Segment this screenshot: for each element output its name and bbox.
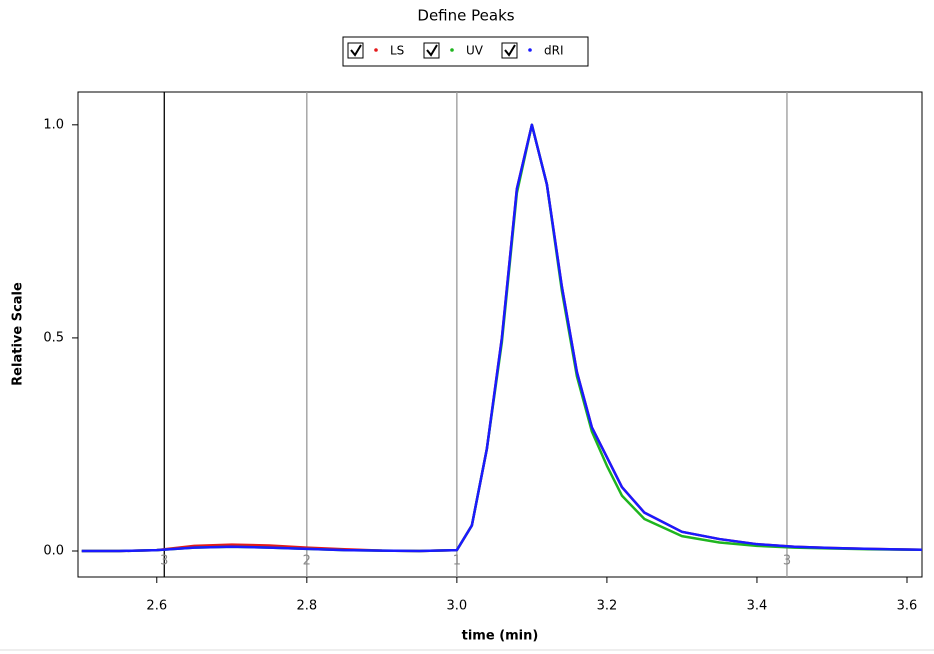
x-tick-label: 3.0	[447, 599, 468, 614]
peak-marker-label: 2	[303, 554, 311, 569]
legend-label: UV	[466, 44, 484, 58]
checkmark	[350, 44, 362, 57]
x-tick-label: 3.2	[597, 599, 618, 614]
y-tick-label: 0.5	[43, 330, 64, 345]
y-axis-label: Relative Scale	[11, 282, 26, 386]
peak-marker-label: 3	[160, 554, 168, 569]
chart-title: Define Peaks	[417, 7, 514, 25]
legend-label: LS	[390, 44, 404, 58]
y-tick-label: 1.0	[43, 117, 64, 132]
legend-swatch	[450, 48, 454, 52]
peak-marker-label: 3	[783, 554, 791, 569]
x-tick-label: 3.6	[897, 599, 918, 614]
legend-label: dRI	[544, 44, 564, 58]
x-tick-label: 3.4	[747, 599, 768, 614]
x-tick-label: 2.6	[146, 599, 167, 614]
plot-frame	[77, 91, 923, 578]
peak-marker-label: 1	[453, 554, 461, 569]
legend-swatch	[374, 48, 378, 52]
legend-swatch	[528, 48, 532, 52]
y-tick-label: 0.0	[43, 544, 64, 559]
checkmark	[426, 44, 438, 57]
x-axis-label: time (min)	[462, 629, 539, 644]
x-tick-label: 2.8	[296, 599, 317, 614]
checkmark	[504, 44, 516, 57]
series-line	[81, 123, 923, 553]
legend-box	[342, 36, 589, 67]
